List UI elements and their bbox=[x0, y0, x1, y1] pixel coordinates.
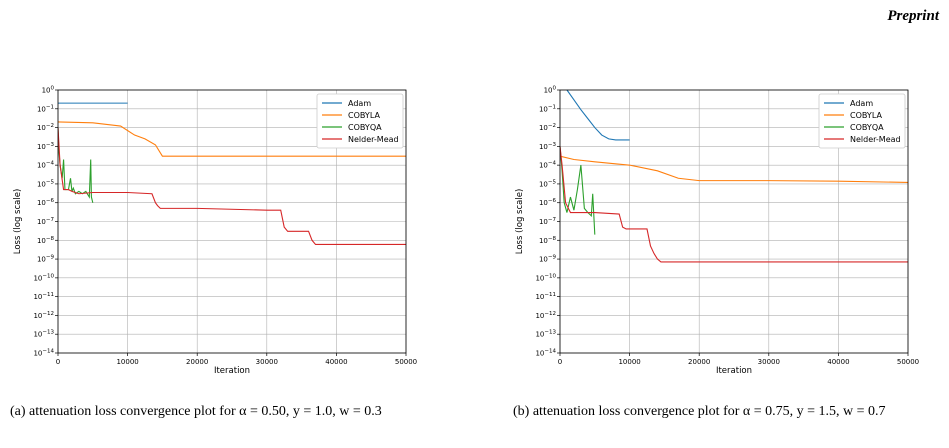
legend-label: COBYQA bbox=[850, 123, 884, 132]
chart-panel-b: 0 10000 20000 30000 40000 50000 100 10−1 10−2 10−… bbox=[510, 80, 949, 380]
x-tick-label: 50000 bbox=[897, 358, 919, 366]
legend-box bbox=[316, 93, 404, 149]
x-tick-label: 10000 bbox=[116, 358, 138, 366]
series-group bbox=[560, 89, 908, 263]
caption-a: (a) attenuation loss convergence plot fo… bbox=[10, 404, 382, 419]
legend-label: COBYLA bbox=[348, 111, 380, 120]
y-tick-label: 10−13 bbox=[535, 330, 556, 339]
y-tick-label: 100 bbox=[42, 86, 55, 95]
y-axis-label: Loss (log scale) bbox=[13, 189, 23, 255]
y-tick-label: 10−11 bbox=[535, 292, 556, 301]
y-tick-label: 10−12 bbox=[33, 311, 54, 320]
legend-label: COBYLA bbox=[850, 111, 882, 120]
y-tick-label: 10−9 bbox=[539, 255, 557, 264]
series-line-cobyqa bbox=[560, 146, 596, 235]
y-tick-label: 100 bbox=[544, 86, 557, 95]
series-line-nelder-mead bbox=[58, 127, 406, 245]
y-tick-label: 10−8 bbox=[37, 236, 55, 245]
series-line-adam bbox=[566, 89, 630, 141]
x-tick-label: 50000 bbox=[395, 358, 417, 366]
preprint-header: Preprint bbox=[887, 8, 939, 24]
y-tick-label: 10−2 bbox=[539, 123, 556, 132]
y-tick-label: 10−7 bbox=[539, 217, 557, 226]
y-tick-label: 10−14 bbox=[33, 349, 54, 358]
y-tick-label: 10−4 bbox=[37, 161, 55, 170]
y-tick-label: 10−3 bbox=[539, 142, 557, 151]
y-tick-label: 10−14 bbox=[535, 349, 556, 358]
y-tick-label: 10−1 bbox=[37, 104, 54, 113]
chart-a-svg: 0 10000 20000 30000 40000 50000 100 10−1 10−2 10−… bbox=[13, 86, 417, 377]
x-tick-label: 20000 bbox=[688, 358, 710, 366]
legend-label: Adam bbox=[850, 99, 873, 108]
legend-label: COBYQA bbox=[348, 123, 382, 132]
x-tick-label: 0 bbox=[558, 358, 562, 366]
chart-panel-a: 0 10000 20000 30000 40000 50000 100 10−1 10−2 10−… bbox=[8, 80, 448, 380]
y-tick-label: 10−6 bbox=[539, 198, 557, 207]
series-line-cobyla bbox=[560, 155, 908, 183]
y-tick-label: 10−10 bbox=[535, 273, 556, 282]
y-tick-label: 10−9 bbox=[37, 255, 55, 264]
x-axis-label: Iteration bbox=[716, 366, 752, 376]
x-tick-label: 30000 bbox=[256, 358, 278, 366]
legend: Adam COBYLA COBYQA Nelder-Mead bbox=[316, 93, 404, 149]
x-tick-label: 30000 bbox=[758, 358, 780, 366]
series-group bbox=[58, 102, 406, 245]
series-line-nelder-mead bbox=[560, 146, 908, 263]
y-axis-label: Loss (log scale) bbox=[515, 189, 525, 255]
x-tick-label: 40000 bbox=[827, 358, 849, 366]
y-tick-label: 10−12 bbox=[535, 311, 556, 320]
x-tick-label: 20000 bbox=[186, 358, 208, 366]
y-tick-label: 10−5 bbox=[37, 179, 55, 188]
x-tick-label: 0 bbox=[56, 358, 60, 366]
x-axis-label: Iteration bbox=[214, 366, 250, 376]
y-tick-label: 10−4 bbox=[539, 161, 557, 170]
legend-label: Adam bbox=[348, 99, 371, 108]
legend-box bbox=[818, 93, 906, 149]
y-tick-label: 10−5 bbox=[539, 179, 557, 188]
y-tick-label: 10−3 bbox=[37, 142, 55, 151]
x-tick-label: 10000 bbox=[618, 358, 640, 366]
y-tick-label: 10−11 bbox=[33, 292, 54, 301]
y-tick-label: 10−10 bbox=[33, 273, 54, 282]
y-tick-label: 10−7 bbox=[37, 217, 55, 226]
y-tick-label: 10−6 bbox=[37, 198, 55, 207]
chart-b-svg: 0 10000 20000 30000 40000 50000 100 10−1 10−2 10−… bbox=[515, 86, 919, 377]
y-tick-label: 10−8 bbox=[539, 236, 557, 245]
caption-b: (b) attenuation loss convergence plot fo… bbox=[513, 404, 886, 419]
y-tick-label: 10−13 bbox=[33, 330, 54, 339]
y-tick-label: 10−2 bbox=[37, 123, 54, 132]
series-line-cobyla bbox=[58, 121, 406, 157]
legend-label: Nelder-Mead bbox=[348, 135, 399, 144]
x-tick-label: 40000 bbox=[325, 358, 347, 366]
y-tick-label: 10−1 bbox=[539, 104, 556, 113]
legend-label: Nelder-Mead bbox=[850, 135, 901, 144]
legend: Adam COBYLA COBYQA Nelder-Mead bbox=[818, 93, 906, 149]
